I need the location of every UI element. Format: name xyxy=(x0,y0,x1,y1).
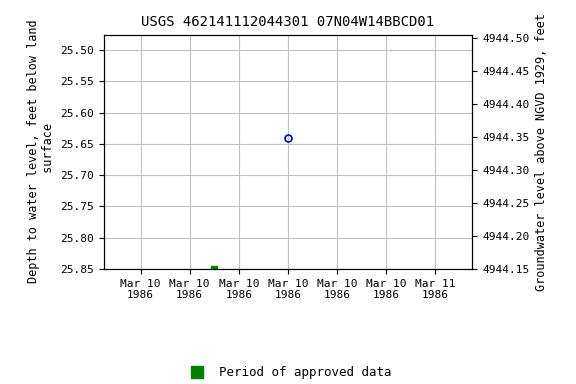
Legend: Period of approved data: Period of approved data xyxy=(179,361,397,384)
Title: USGS 462141112044301 07N04W14BBCD01: USGS 462141112044301 07N04W14BBCD01 xyxy=(142,15,434,29)
Y-axis label: Depth to water level, feet below land
 surface: Depth to water level, feet below land su… xyxy=(26,20,55,283)
Y-axis label: Groundwater level above NGVD 1929, feet: Groundwater level above NGVD 1929, feet xyxy=(535,13,548,291)
